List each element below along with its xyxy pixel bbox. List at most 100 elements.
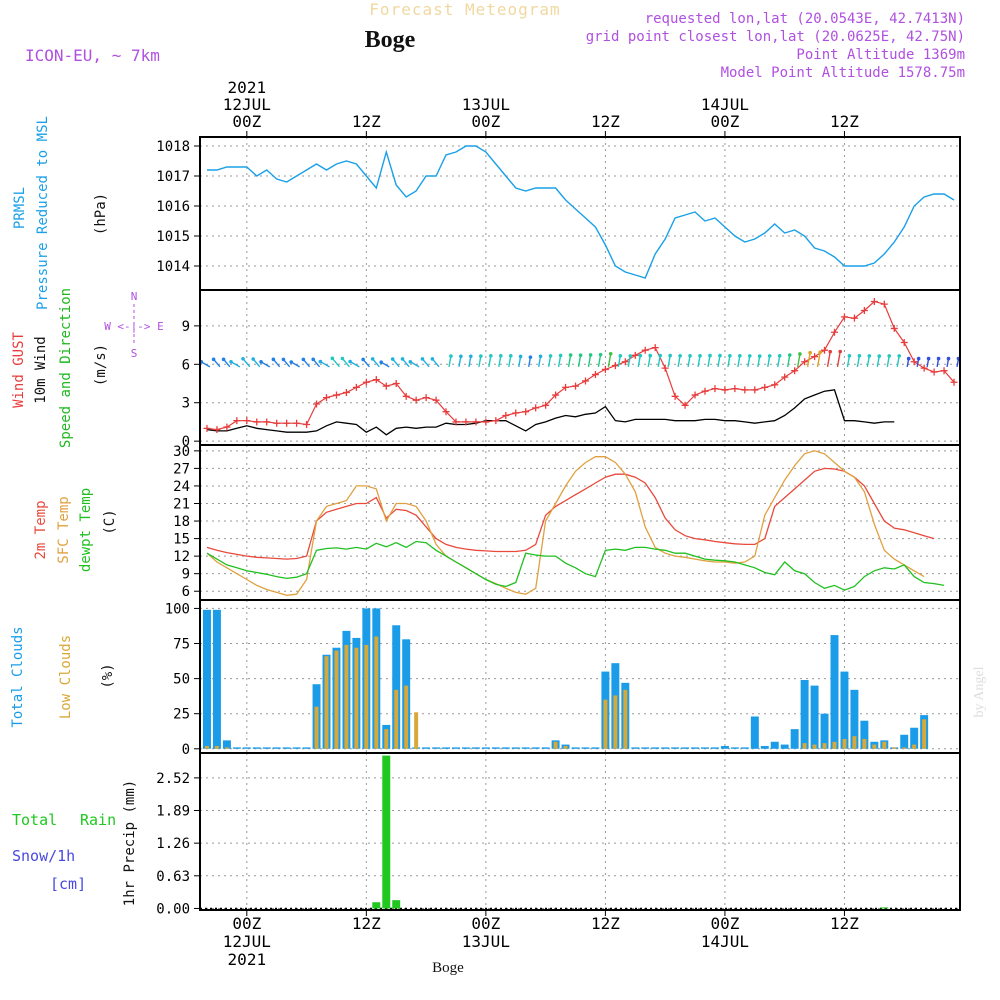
wind-arrow-head xyxy=(558,353,563,358)
top-hour-label: 00Z xyxy=(232,112,261,131)
gust-marker xyxy=(741,386,749,394)
wind-labels: Wind GUST 10m Wind Speed and Direction (… xyxy=(11,288,164,448)
gust-marker xyxy=(850,314,858,322)
total-cloud-bar xyxy=(900,734,909,749)
temperature-y-tick-label: 24 xyxy=(173,479,190,495)
total-cloud-bar xyxy=(750,716,759,749)
top-title: Forecast Meteogram xyxy=(369,0,560,19)
wind-dir-label: Speed and Direction xyxy=(58,288,74,448)
gust-marker xyxy=(781,373,789,381)
gust-marker xyxy=(412,396,420,404)
wind-arrow-head xyxy=(498,353,503,358)
gust-marker xyxy=(462,418,470,426)
top-hour-label: 00Z xyxy=(471,112,500,131)
total-cloud-bar xyxy=(461,747,470,749)
bottom-date-label: 13JUL xyxy=(462,932,510,951)
total-cloud-bar xyxy=(481,747,490,749)
low-cloud-bar xyxy=(314,706,319,749)
wind-unit: (m/s) xyxy=(93,344,109,386)
gust-marker xyxy=(890,324,898,332)
total-cloud-bar xyxy=(631,747,640,749)
wind-arrow-head xyxy=(430,357,435,361)
total-cloud-bar xyxy=(491,747,500,749)
grid-lines xyxy=(200,137,960,910)
low-cloud-bar xyxy=(204,745,209,749)
wind-arrow-head xyxy=(379,360,384,365)
gust-marker xyxy=(293,419,301,427)
wind-y-tick-label: 6 xyxy=(182,357,190,373)
clouds-y-tick-label: 0 xyxy=(182,742,190,758)
wind-arrow-head xyxy=(259,360,263,364)
low-cloud-bar xyxy=(354,647,359,749)
total-cloud-bar xyxy=(780,744,789,749)
wind-gust-label: Wind GUST xyxy=(11,332,27,408)
pressure-y-tick-label: 1014 xyxy=(156,259,190,275)
clouds-y-tick-label: 50 xyxy=(173,672,190,688)
wind-arrow-head xyxy=(340,356,345,361)
low-cloud-bar xyxy=(832,741,837,749)
wind-arrow-head xyxy=(489,353,493,358)
gust-marker xyxy=(452,418,460,426)
temp-unit: (C) xyxy=(102,509,118,534)
rain-bar xyxy=(382,755,391,909)
clouds-y-tick-label: 25 xyxy=(173,707,190,723)
precip-unit: 1hr Precip (mm) xyxy=(122,780,138,906)
wind-arrow xyxy=(747,355,751,367)
total-cloud-bar xyxy=(651,747,660,749)
bottom-year-label: 2021 xyxy=(228,950,267,969)
pressure-label-2: Pressure Reduced to MSL xyxy=(35,116,51,310)
temperature-y-tick-label: 15 xyxy=(173,532,190,548)
total-cloud-bar xyxy=(571,747,580,749)
wind-arrow-head xyxy=(301,357,306,362)
gust-marker xyxy=(811,353,819,361)
total-clouds-label: Total Clouds xyxy=(10,626,26,727)
top-date-label: 13JUL xyxy=(462,95,510,114)
total-cloud-bar xyxy=(422,747,431,749)
precipitation-y-tick-label: 0.00 xyxy=(156,901,190,917)
total-cloud-bar xyxy=(770,741,779,749)
wind-arrow xyxy=(488,355,492,367)
gust-marker xyxy=(283,419,291,427)
clouds-unit: (%) xyxy=(100,663,116,688)
temp-dewpt-label: dewpt Temp xyxy=(78,488,94,572)
wind-arrow-head xyxy=(608,352,613,356)
wind-arrow-head xyxy=(449,354,453,358)
low-clouds-label: Low Clouds xyxy=(58,635,74,719)
location-title: Boge xyxy=(365,27,416,53)
wind-arrow-head xyxy=(648,353,653,358)
gust-marker xyxy=(771,381,779,389)
low-cloud-bar xyxy=(812,744,817,749)
wind-gust-line xyxy=(206,300,955,431)
low-cloud-bar xyxy=(892,747,897,749)
wind-arrow-head xyxy=(348,359,352,364)
wind-arrow-head xyxy=(361,357,365,362)
gust-marker xyxy=(900,339,908,347)
temperature-y-tick-label: 9 xyxy=(182,567,190,583)
total-cloud-bar xyxy=(591,747,600,749)
temp-sfc-line xyxy=(206,450,925,596)
temp-sfc-label: SFC Temp xyxy=(56,496,72,563)
wind-arrow-head xyxy=(946,356,951,361)
low-cloud-bar xyxy=(802,743,807,749)
temperature-y-tick-label: 30 xyxy=(173,444,190,460)
wind-arrow xyxy=(577,355,582,367)
low-cloud-bar xyxy=(414,712,419,749)
low-cloud-bar xyxy=(623,689,628,749)
gust-marker xyxy=(323,394,331,402)
wind-y-tick-label: 3 xyxy=(182,396,190,412)
low-cloud-bar xyxy=(902,747,907,749)
total-cloud-bar xyxy=(531,747,540,749)
wind-arrow-head xyxy=(568,353,573,357)
wind-arrow-head xyxy=(459,354,463,359)
temp-labels: 2m Temp SFC Temp dewpt Temp (C) xyxy=(33,488,118,572)
top-hour-label: 12Z xyxy=(591,112,620,131)
total-cloud-bar xyxy=(661,747,670,749)
pressure-label-1: PRMSL xyxy=(12,187,28,229)
wind-arrow-head xyxy=(588,353,593,357)
wind-arrow-head xyxy=(787,353,792,357)
total-cloud-bar xyxy=(282,747,291,749)
point-altitude: Point Altitude 1369m xyxy=(796,47,965,63)
gust-marker xyxy=(253,418,261,426)
gust-marker xyxy=(721,386,729,394)
